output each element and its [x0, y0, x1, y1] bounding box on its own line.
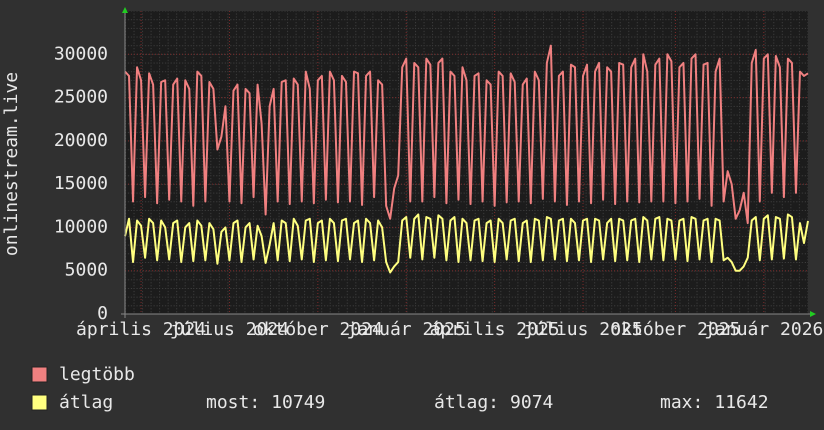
x-tick-label: április 2025 — [430, 319, 560, 340]
grid — [125, 11, 808, 315]
x-tick-label: október 2024 — [253, 319, 383, 340]
x-tick-label: április 2024 — [76, 319, 206, 340]
y-tick-label: 0 — [97, 303, 108, 324]
stat-label: max: — [660, 392, 703, 413]
y-arrow — [122, 7, 128, 13]
x-tick-label: január 2026 — [704, 319, 823, 340]
x-arrow — [810, 311, 816, 317]
x-tick-label: július 2025 — [523, 319, 642, 340]
stat-value: 9074 — [510, 392, 553, 413]
y-tick-label: 25000 — [54, 87, 108, 108]
series-line — [124, 44, 809, 225]
stat-value: 10749 — [271, 392, 325, 413]
x-tick-label: január 2025 — [347, 319, 466, 340]
series-line — [124, 213, 809, 274]
x-tick-label: október 2025 — [610, 319, 740, 340]
minor-grid — [125, 11, 808, 314]
lines — [124, 44, 809, 274]
y-tick-label: 20000 — [54, 130, 108, 151]
y-axis-label: onlinestream.live — [1, 72, 22, 256]
y-tick-label: 5000 — [65, 260, 108, 281]
legend-label: legtöbb — [59, 364, 135, 385]
stat-value: 11642 — [714, 392, 768, 413]
legend: legtöbb átlag most: 10749 átlag: 9074 max: 1164… — [31, 364, 769, 413]
stat-label: átlag: — [434, 392, 499, 413]
y-tick-label: 30000 — [54, 43, 108, 64]
y-tick-label: 15000 — [54, 173, 108, 194]
legend-swatch — [31, 366, 48, 383]
x-tick-label: július 2024 — [170, 319, 289, 340]
legend-label: átlag — [59, 392, 113, 413]
labels: 0 5000 10000 15000 20000 25000 30000 április 20… — [54, 43, 824, 340]
stat-label: most: — [206, 392, 260, 413]
legend-swatch — [31, 394, 48, 411]
y-tick-label: 10000 — [54, 216, 108, 237]
